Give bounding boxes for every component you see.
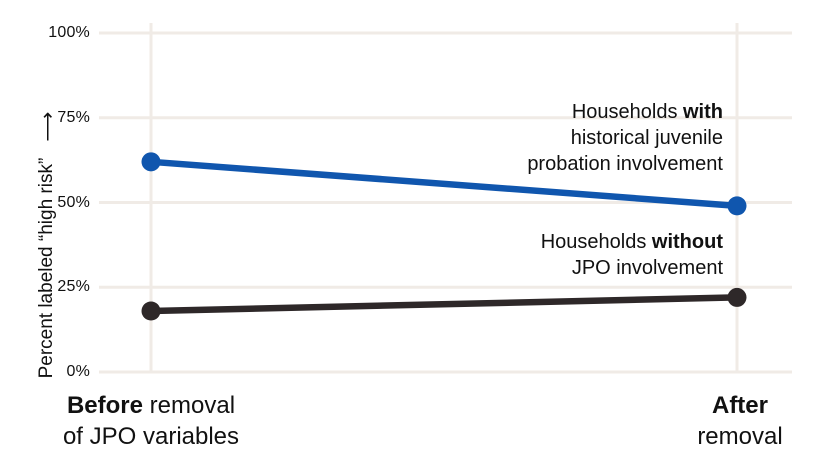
x-label-before-rest: removal (143, 392, 236, 419)
data-point (141, 152, 161, 172)
annotation-with-bold: with (683, 101, 723, 123)
series-label-without-jpo: Households without JPO involvement (323, 229, 723, 281)
x-label-after-bold: After (711, 392, 768, 419)
x-label-after-line2: removal (697, 423, 783, 450)
annotation-with-line2: historical juvenile (570, 127, 723, 149)
y-tick-100: 100% (48, 24, 90, 41)
y-axis-title: Percent labeled “high risk” ⟶ (34, 80, 60, 410)
y-tick-50: 50% (57, 194, 90, 211)
data-point (727, 196, 747, 216)
data-point (141, 301, 161, 321)
x-label-before-bold: Before (66, 392, 143, 419)
x-label-before: Before removal of JPO variables (0, 390, 311, 452)
series-label-with-jpo: Households with historical juvenile prob… (323, 99, 723, 177)
up-arrow-icon: ⟶ (35, 111, 59, 142)
series-line (150, 158, 738, 210)
annotation-without-prefix: Households (540, 231, 652, 253)
x-label-before-line2: of JPO variables (62, 423, 240, 450)
annotation-without-bold: without (651, 231, 723, 253)
data-point (727, 287, 747, 307)
series-line (150, 294, 738, 315)
annotation-with-prefix: Households (571, 101, 683, 123)
annotation-without-line2: JPO involvement (571, 257, 723, 279)
y-tick-0: 0% (66, 363, 90, 380)
x-label-after: After removal (580, 390, 816, 452)
annotation-with-line3: probation involvement (527, 153, 723, 175)
y-tick-25: 25% (57, 278, 90, 295)
y-tick-75: 75% (57, 109, 90, 126)
y-axis-title-text: Percent labeled “high risk” (36, 157, 57, 379)
